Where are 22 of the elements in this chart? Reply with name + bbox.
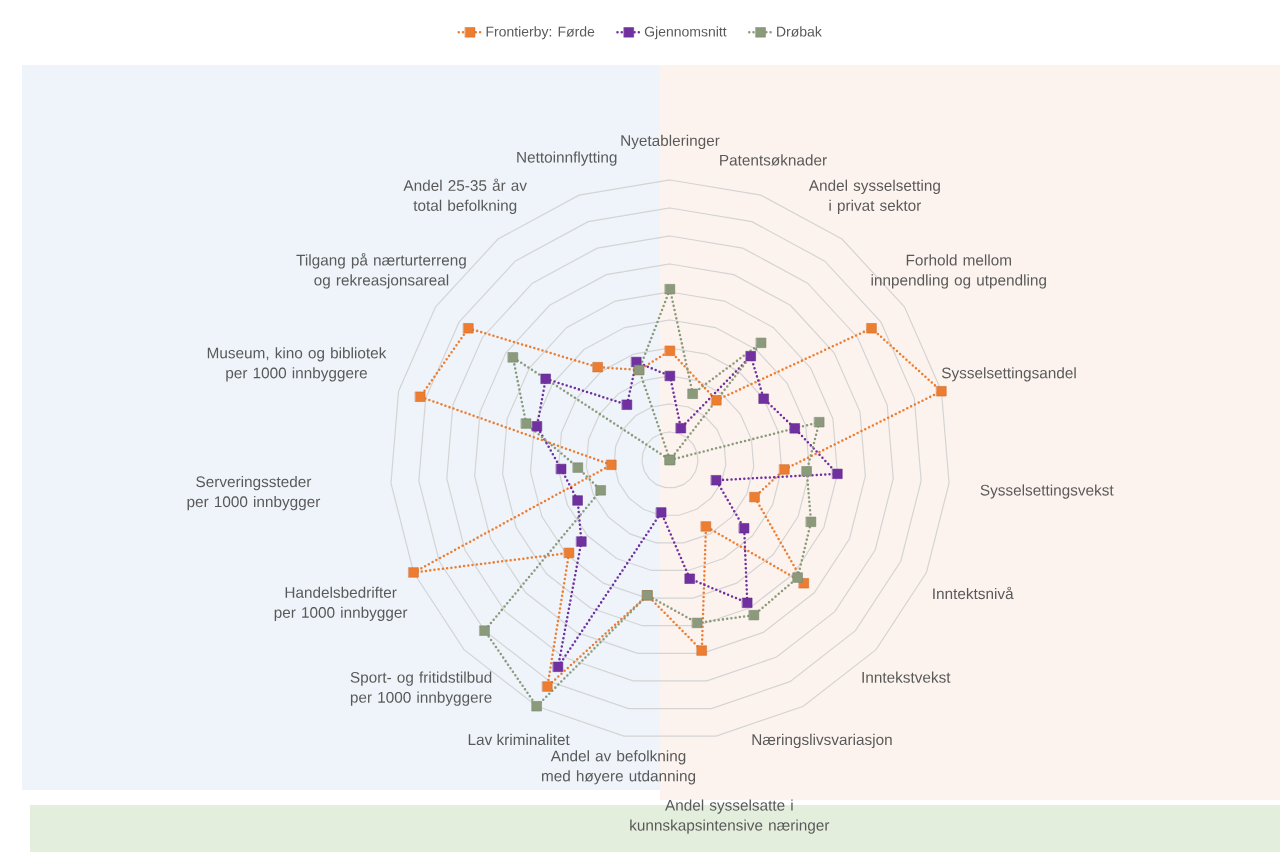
legend-label: Frontierby: Førde <box>486 26 595 40</box>
spoke-label: Museum, kino og bibliotek per 1000 innbyggere <box>207 347 387 382</box>
spoke-label: Næringslivsvariasjon <box>752 733 892 749</box>
spoke-label: Lav kriminalitet <box>468 733 570 746</box>
spoke-label: Nyetableringer <box>621 134 720 150</box>
spoke-label: Andel 25-35 år av total befolkning <box>403 178 527 214</box>
legend-label: Drøbak <box>777 26 822 37</box>
spoke-label: Sysselsettingsandel <box>941 367 1076 382</box>
legend-label: Gjennomsnitt <box>644 26 727 40</box>
spoke-label: Serveringssteder per 1000 innbygger <box>187 475 321 511</box>
spoke-label: Inntekstvekst <box>862 671 951 683</box>
spoke-label: Andel sysselsatte i kunnskapsintensive næringer <box>630 799 830 834</box>
spoke-label: Sysselsettingsvekst <box>980 484 1114 499</box>
spoke-label: Nettoinnflytting <box>517 151 617 166</box>
spoke-label: Patentsøknader <box>720 154 827 166</box>
spoke-label: Forhold mellom innpendling og utpendling <box>871 254 1046 289</box>
spoke-label: Tilgang på nærturterreng og rekreasjonsareal <box>296 253 466 289</box>
spoke-label: Andel av befolkning med høyere utdanning <box>542 750 696 785</box>
spoke-label: Handelsbedrifter per 1000 innbygger <box>274 586 408 621</box>
spoke-label: Andel sysselsetting i privat sektor <box>808 179 940 214</box>
spoke-label: Inntektsnivå <box>933 586 1014 600</box>
spoke-label: Sport- og fritidstilbud per 1000 innbyggere <box>350 671 492 706</box>
